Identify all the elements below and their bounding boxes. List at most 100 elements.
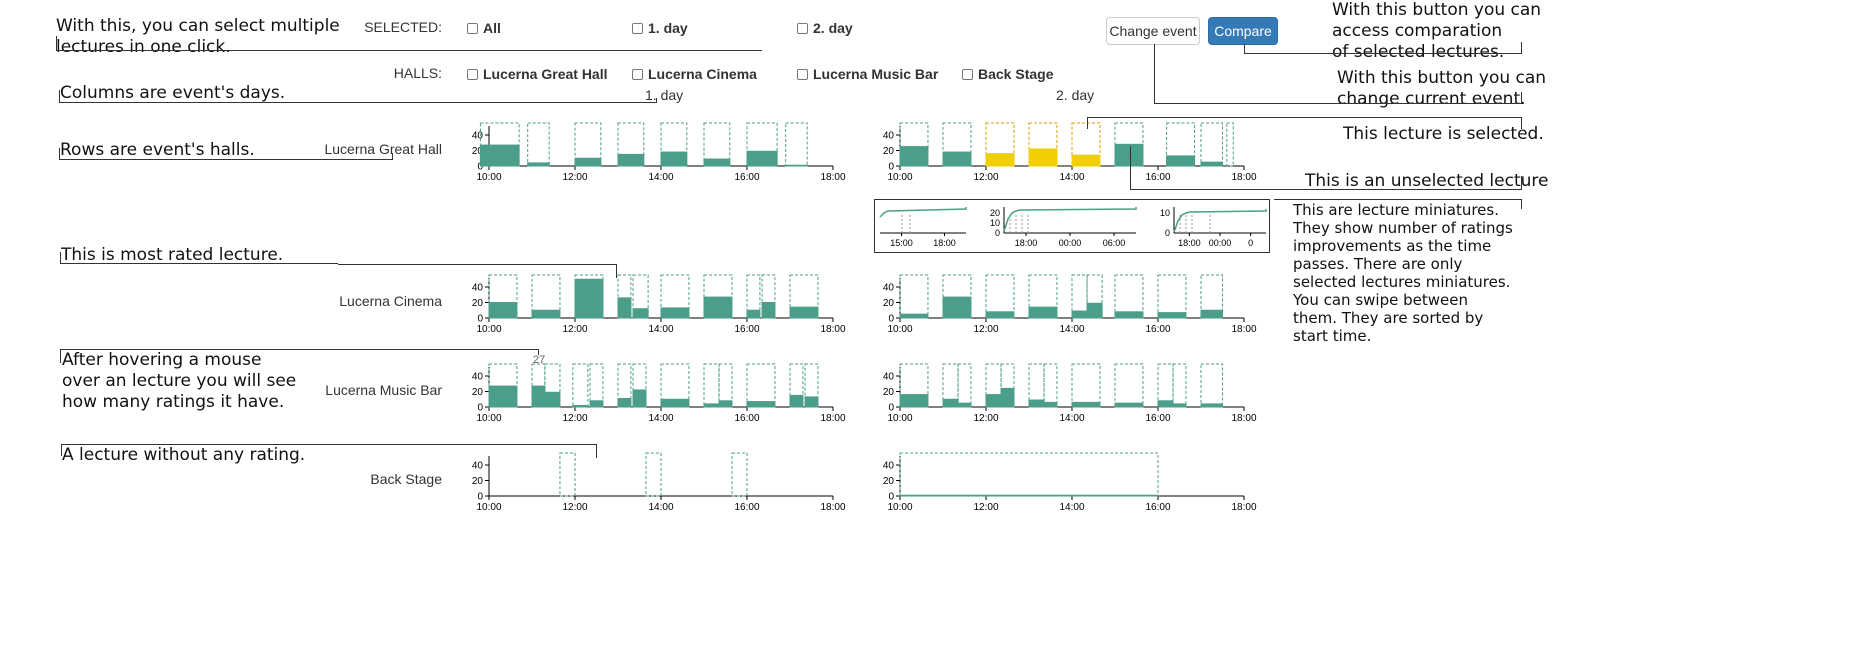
annotation-line	[1521, 199, 1522, 209]
y-tick-label: 20	[472, 387, 484, 398]
hall-great-hall-checkbox[interactable]: Lucerna Great Hall	[467, 66, 608, 82]
change-event-button[interactable]: Change event	[1106, 17, 1200, 45]
checkbox-box[interactable]	[797, 68, 808, 80]
lecture-frame	[572, 363, 589, 408]
lecture-bar	[746, 401, 776, 408]
x-tick-label: 10:00	[476, 172, 501, 183]
hover-tooltip: 27	[533, 354, 546, 366]
lecture-frame	[1157, 274, 1187, 319]
x-tick-label: 18:00	[1231, 172, 1256, 183]
annotation-line	[60, 252, 61, 264]
lecture-frame	[527, 122, 550, 167]
x-tick-label: 10:00	[476, 324, 501, 335]
checkbox-box[interactable]	[467, 68, 478, 80]
miniatures-panel[interactable]	[874, 199, 1270, 253]
lecture-bar	[899, 313, 929, 319]
lecture-bar	[1114, 311, 1144, 319]
y-tick-label: 0	[888, 314, 894, 325]
lecture-bar	[785, 164, 808, 167]
lecture-bar	[1166, 155, 1196, 167]
checkbox-box[interactable]	[797, 22, 808, 34]
annotation-line	[1274, 199, 1522, 200]
lecture-bar	[617, 153, 645, 167]
annotation-line	[338, 264, 616, 265]
annotation-selected: This lecture is selected.	[1343, 124, 1544, 144]
annotation-miniatures: This are lecture miniatures. They show n…	[1293, 201, 1513, 345]
hall-row-label: Back Stage	[370, 471, 442, 487]
y-tick-label: 40	[472, 372, 484, 383]
lecture-bar	[1157, 400, 1174, 408]
lecture-frame	[985, 122, 1015, 167]
annotation-columns: Columns are event's days.	[60, 83, 286, 103]
hall-music-bar-checkbox[interactable]: Lucerna Music Bar	[797, 66, 938, 82]
lecture-bar	[1200, 161, 1223, 167]
lecture-bar	[1071, 310, 1088, 319]
hall-cinema-checkbox[interactable]: Lucerna Cinema	[632, 66, 757, 82]
halls-label: HALLS:	[393, 65, 442, 81]
lecture-bar	[1172, 403, 1187, 408]
annotation-line	[538, 349, 539, 355]
lecture-bar	[617, 397, 632, 408]
x-tick-label: 14:00	[1059, 413, 1084, 424]
lecture-frame	[899, 122, 929, 167]
checkbox-box[interactable]	[962, 68, 973, 80]
select-all-checkbox[interactable]: All	[467, 20, 501, 36]
annotation-select-multiple: With this, you can select multiple lectu…	[56, 16, 340, 57]
lecture-frame	[1028, 122, 1058, 167]
lecture-frame	[559, 452, 576, 497]
checkbox-box[interactable]	[632, 22, 643, 34]
lecture-frame	[746, 363, 776, 408]
lecture-frame	[942, 274, 972, 319]
lecture-bar	[589, 400, 604, 408]
lecture-bar	[1028, 148, 1058, 167]
miniature-x-tick-label: 00:00	[1059, 238, 1082, 248]
checkbox-box[interactable]	[467, 22, 478, 34]
y-tick-label: 40	[883, 131, 895, 142]
miniature-x-tick-label: 18:00	[1015, 238, 1038, 248]
lecture-bar	[660, 398, 690, 408]
annotation-line	[60, 349, 538, 350]
compare-button[interactable]: Compare	[1208, 17, 1278, 45]
x-tick-label: 10:00	[476, 413, 501, 424]
select-day2-checkbox[interactable]: 2. day	[797, 20, 853, 36]
lecture-bar	[804, 396, 819, 408]
x-tick-label: 14:00	[648, 502, 673, 513]
annotation-line	[56, 50, 762, 51]
annotation-line	[59, 102, 656, 103]
x-tick-label: 16:00	[734, 172, 759, 183]
lecture-frame	[899, 363, 929, 408]
x-tick-label: 14:00	[648, 172, 673, 183]
lecture-bar	[1086, 302, 1103, 319]
lecture-bar	[1071, 154, 1101, 167]
x-tick-label: 16:00	[1145, 502, 1170, 513]
annotation-line	[59, 159, 393, 160]
lecture-bar	[660, 307, 690, 319]
lecture-frame	[703, 363, 720, 408]
lecture-bar	[1028, 399, 1045, 408]
annotation-line	[60, 349, 61, 363]
y-tick-label: 20	[883, 476, 895, 487]
select-day1-checkbox[interactable]: 1. day	[632, 20, 688, 36]
lecture-bar	[942, 398, 959, 408]
x-tick-label: 12:00	[562, 413, 587, 424]
lecture-bar	[985, 311, 1015, 319]
lecture-bar	[985, 394, 1002, 408]
lecture-frame	[1043, 363, 1058, 408]
annotation-line	[616, 264, 617, 278]
annotation-line	[656, 98, 657, 103]
lecture-bar	[488, 385, 518, 408]
miniature-y-tick-label: 0	[995, 228, 1000, 238]
x-tick-label: 14:00	[1059, 324, 1084, 335]
checkbox-box[interactable]	[632, 68, 643, 80]
hall-back-stage-checkbox[interactable]: Back Stage	[962, 66, 1053, 82]
miniature-y-tick-label: 20	[990, 208, 1000, 218]
lecture-bar	[746, 309, 761, 319]
lecture-frame	[703, 274, 733, 319]
y-tick-label: 20	[883, 387, 895, 398]
y-tick-label: 40	[883, 461, 895, 472]
lecture-frame	[1200, 363, 1223, 408]
y-tick-label: 40	[472, 131, 484, 142]
day-column-title-2: 2. day	[1056, 87, 1095, 103]
x-tick-label: 10:00	[887, 502, 912, 513]
lecture-frame	[1071, 363, 1101, 408]
